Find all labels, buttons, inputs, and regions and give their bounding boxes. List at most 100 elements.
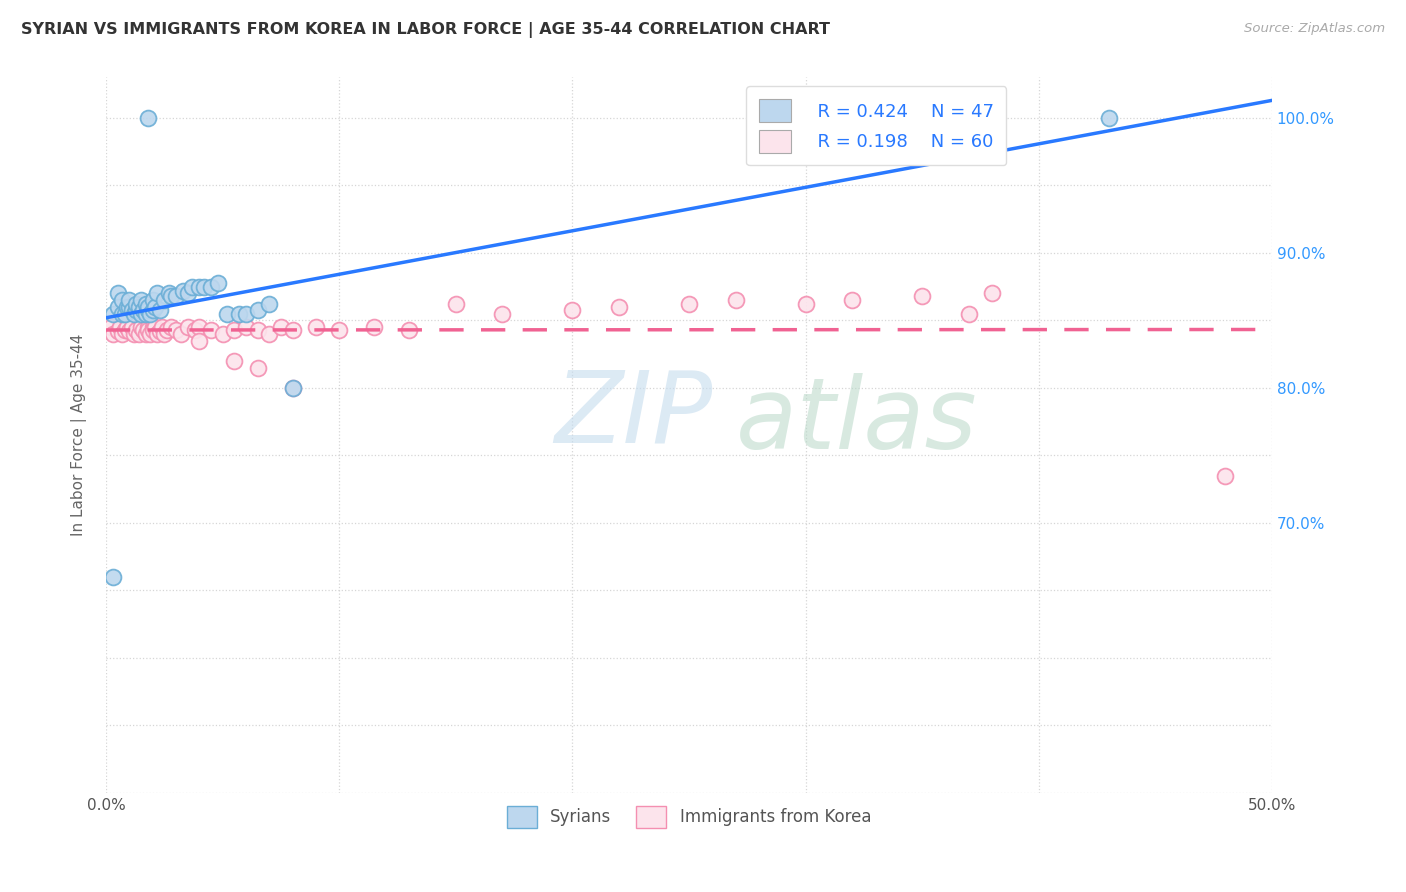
Point xyxy=(132,302,155,317)
Point xyxy=(115,300,138,314)
Text: atlas: atlas xyxy=(735,373,977,470)
Point xyxy=(118,293,141,307)
Point xyxy=(257,297,280,311)
Point xyxy=(193,279,215,293)
Point xyxy=(176,286,198,301)
Point xyxy=(491,307,513,321)
Point xyxy=(150,320,173,334)
Point xyxy=(125,302,148,317)
Point xyxy=(118,300,141,314)
Point xyxy=(444,297,467,311)
Point xyxy=(207,276,229,290)
Point xyxy=(135,326,157,341)
Point xyxy=(114,307,136,321)
Point xyxy=(281,381,304,395)
Point xyxy=(981,286,1004,301)
Point xyxy=(228,307,250,321)
Point xyxy=(305,320,328,334)
Point xyxy=(142,320,165,334)
Point xyxy=(246,302,269,317)
Point xyxy=(136,300,159,314)
Point xyxy=(235,307,257,321)
Point xyxy=(724,293,747,307)
Point xyxy=(122,326,145,341)
Point xyxy=(172,284,194,298)
Point xyxy=(108,320,131,334)
Point xyxy=(153,326,176,341)
Y-axis label: In Labor Force | Age 35-44: In Labor Force | Age 35-44 xyxy=(72,334,87,536)
Point xyxy=(165,323,187,337)
Point xyxy=(142,323,165,337)
Text: SYRIAN VS IMMIGRANTS FROM KOREA IN LABOR FORCE | AGE 35-44 CORRELATION CHART: SYRIAN VS IMMIGRANTS FROM KOREA IN LABOR… xyxy=(21,22,830,38)
Point xyxy=(1098,111,1121,125)
Point xyxy=(121,320,143,334)
Point xyxy=(125,297,148,311)
Point xyxy=(135,297,157,311)
Point xyxy=(139,307,162,321)
Point xyxy=(561,302,583,317)
Point xyxy=(111,293,134,307)
Point xyxy=(153,293,176,307)
Point xyxy=(118,324,141,338)
Point xyxy=(132,323,155,337)
Point xyxy=(183,323,205,337)
Point xyxy=(129,307,152,321)
Point xyxy=(136,323,159,337)
Point xyxy=(1213,468,1236,483)
Point xyxy=(794,297,817,311)
Point xyxy=(246,323,269,337)
Point xyxy=(281,381,304,395)
Point xyxy=(328,323,350,337)
Text: ZIP: ZIP xyxy=(554,367,713,463)
Point xyxy=(235,320,257,334)
Point xyxy=(111,326,134,341)
Point xyxy=(157,286,180,301)
Point xyxy=(188,334,211,348)
Point xyxy=(142,302,165,317)
Point xyxy=(125,323,148,337)
Point xyxy=(217,307,239,321)
Point xyxy=(121,302,143,317)
Point xyxy=(101,307,124,321)
Point xyxy=(115,320,138,334)
Point xyxy=(211,326,233,341)
Point xyxy=(107,300,129,314)
Point xyxy=(246,360,269,375)
Point xyxy=(128,326,150,341)
Point xyxy=(607,300,630,314)
Point xyxy=(224,354,246,368)
Point xyxy=(146,326,169,341)
Point xyxy=(257,326,280,341)
Point xyxy=(281,323,304,337)
Point xyxy=(136,302,159,317)
Point xyxy=(149,302,172,317)
Point xyxy=(841,293,863,307)
Point xyxy=(169,326,191,341)
Point xyxy=(200,323,222,337)
Point xyxy=(188,320,211,334)
Point xyxy=(135,307,157,321)
Point xyxy=(156,323,179,337)
Point xyxy=(143,300,166,314)
Point xyxy=(122,307,145,321)
Point xyxy=(111,307,134,321)
Point xyxy=(146,286,169,301)
Point xyxy=(181,279,204,293)
Point xyxy=(107,324,129,338)
Text: Source: ZipAtlas.com: Source: ZipAtlas.com xyxy=(1244,22,1385,36)
Point xyxy=(200,279,222,293)
Point xyxy=(160,289,183,303)
Point xyxy=(128,300,150,314)
Point xyxy=(101,326,124,341)
Point xyxy=(107,286,129,301)
Point xyxy=(101,570,124,584)
Point xyxy=(176,320,198,334)
Point xyxy=(363,320,385,334)
Point xyxy=(224,323,246,337)
Point xyxy=(129,320,152,334)
Point xyxy=(142,293,165,307)
Point xyxy=(139,326,162,341)
Point xyxy=(270,320,292,334)
Point xyxy=(129,293,152,307)
Point xyxy=(143,320,166,334)
